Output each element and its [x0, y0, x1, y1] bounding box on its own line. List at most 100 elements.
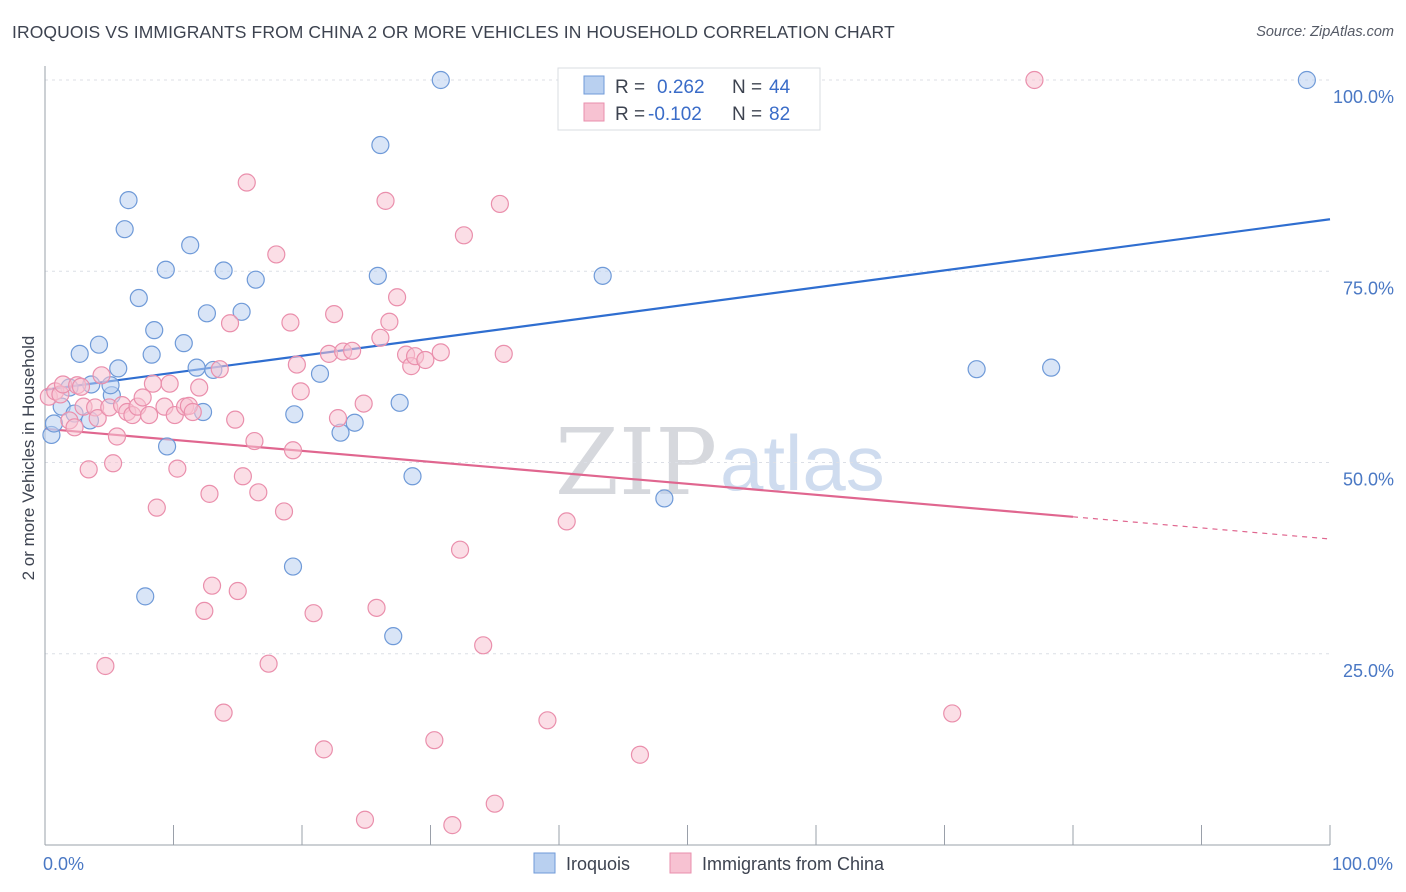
immigrants-from-china-point-47	[274, 502, 294, 521]
immigrants-from-china-point-24	[147, 498, 166, 517]
immigrants-from-china-point-28	[168, 459, 187, 478]
immigrants-from-china-point-22	[139, 405, 159, 425]
iroquois-point-34	[368, 266, 387, 285]
immigrants-from-china-point-9	[79, 460, 98, 479]
iroquois-point-5	[70, 344, 89, 363]
legend-box: R = 0.262 N = 44 R = -0.102 N = 82	[557, 67, 821, 131]
bottom-legend-iroquois: Iroquois	[566, 854, 630, 874]
immigrants-from-china-point-76	[485, 794, 504, 813]
immigrants-from-china-point-37	[214, 703, 233, 722]
immigrants-from-china-point-61	[367, 598, 386, 617]
immigrants-from-china-point-33	[195, 601, 214, 621]
iroquois-point-13	[119, 191, 138, 210]
immigrants-from-china-point-53	[314, 740, 333, 759]
immigrants-from-china-point-77	[490, 194, 509, 214]
iroquois-point-20	[174, 334, 193, 353]
legend-swatch-iroquois	[583, 75, 605, 95]
immigrants-from-china-point-16	[107, 427, 127, 446]
legend-n-value-1: 44	[769, 77, 791, 98]
immigrants-from-china-point-55	[325, 304, 344, 324]
immigrants-from-china-point-56	[328, 409, 348, 428]
iroquois-point-28	[246, 270, 265, 289]
legend-n-label-2: N =	[732, 104, 762, 125]
immigrants-from-china-point-23	[143, 374, 163, 393]
immigrants-from-china-point-15	[104, 454, 123, 473]
immigrants-from-china-point-41	[233, 467, 252, 486]
bottom-legend-swatch-immigrants-from-china	[669, 852, 692, 874]
bottom-legend-immigrants-from-china: Immigrants from China	[702, 854, 885, 874]
immigrants-from-china-point-39	[226, 410, 245, 429]
immigrants-from-china-point-12	[92, 366, 111, 385]
iroquois-point-19	[157, 437, 177, 456]
immigrants-from-china-point-48	[281, 313, 300, 332]
immigrants-from-china-point-52	[304, 604, 323, 623]
iroquois-point-33	[345, 413, 364, 432]
bottom-legend-swatch-iroquois	[533, 852, 556, 874]
iroquois-point-18	[156, 260, 175, 279]
immigrants-from-china-point-62	[371, 328, 390, 347]
immigrants-from-china-point-32	[190, 378, 209, 397]
y-tick-labels: 25.0% 50.0% 75.0% 100.0%	[1333, 87, 1394, 681]
y-tick-label-2: 75.0%	[1343, 278, 1394, 298]
immigrants-from-china-point-60	[355, 810, 375, 829]
legend-r-value-2: -0.102	[648, 104, 702, 125]
series-immigrants-from-china	[39, 70, 1044, 835]
immigrants-from-china-point-45	[259, 654, 278, 673]
immigrants-from-china-point-64	[380, 312, 399, 331]
immigrants-from-china-point-71	[431, 343, 450, 362]
legend-r-value-1: 0.262	[657, 77, 705, 98]
immigrants-from-china-point-51	[291, 382, 310, 401]
legend-swatch-immigrants-from-china	[583, 102, 605, 122]
immigrants-from-china-point-31	[183, 402, 202, 422]
iroquois-point-8	[89, 335, 109, 354]
iroquois-point-36	[384, 627, 403, 646]
immigrants-from-china-point-40	[228, 581, 247, 601]
trend-lines	[44, 218, 1331, 540]
iroquois-point-44	[1297, 70, 1316, 90]
immigrants-from-china-point-78	[494, 344, 513, 363]
iroquois-point-42	[967, 360, 986, 379]
bottom-legend: Iroquois Immigrants from China	[533, 852, 885, 874]
iroquois-point-12	[115, 220, 134, 239]
x-tick-labels: 0.0% 100.0%	[43, 854, 1393, 874]
iroquois-point-1	[44, 414, 64, 433]
iroquois-point-21	[181, 236, 200, 255]
iroquois-point-35	[371, 135, 390, 155]
immigrants-from-china-point-75	[474, 636, 493, 655]
iroquois-point-30	[285, 405, 304, 424]
immigrants-from-china-point-36	[210, 360, 229, 379]
iroquois-point-38	[403, 467, 422, 486]
immigrants-from-china-point-74	[454, 226, 474, 245]
trend-line-immigrants-from-china-extension	[1072, 516, 1331, 540]
chart-title: IROQUOIS VS IMMIGRANTS FROM CHINA 2 OR M…	[12, 22, 895, 42]
immigrants-from-china-point-82	[943, 704, 962, 723]
immigrants-from-china-point-81	[630, 745, 650, 764]
iroquois-point-43	[1042, 358, 1061, 377]
immigrants-from-china-point-80	[557, 512, 576, 531]
source-note: Source: ZipAtlas.com	[1256, 24, 1394, 40]
iroquois-point-24	[197, 304, 217, 323]
iroquois-point-14	[129, 288, 148, 308]
immigrants-from-china-point-7	[71, 377, 91, 396]
x-tick-label-0: 0.0%	[43, 854, 84, 874]
legend-n-value-2: 82	[769, 104, 790, 125]
y-tick-label-1: 50.0%	[1343, 470, 1394, 490]
trend-line-immigrants-from-china	[44, 427, 1074, 518]
iroquois-point-17	[145, 321, 164, 340]
immigrants-from-china-point-49	[283, 441, 303, 460]
immigrants-from-china-point-43	[245, 431, 264, 451]
iroquois-point-27	[232, 302, 251, 321]
iroquois-point-22	[187, 358, 206, 377]
y-axis-label: 2 or more Vehicles in Household	[19, 336, 38, 581]
immigrants-from-china-point-65	[387, 288, 407, 307]
immigrants-from-china-point-11	[88, 409, 107, 428]
y-tick-label-3: 100.0%	[1333, 87, 1394, 107]
immigrants-from-china-point-58	[343, 341, 362, 360]
axes	[44, 66, 1331, 846]
iroquois-point-41	[655, 489, 674, 508]
legend-n-label-1: N =	[732, 77, 762, 98]
y-tick-label-0: 25.0%	[1343, 661, 1394, 681]
iroquois-point-11	[109, 359, 128, 378]
series-iroquois	[42, 70, 1316, 646]
iroquois-point-29	[283, 557, 303, 576]
